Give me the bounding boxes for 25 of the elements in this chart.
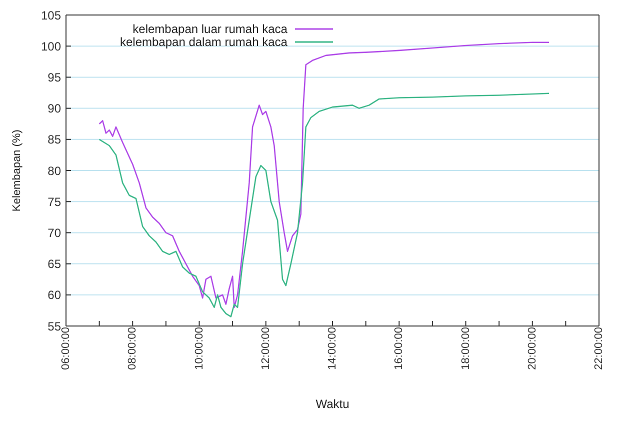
y-tick-label: 95 [48,70,62,84]
y-tick-label: 85 [48,132,62,147]
y-tick-label: 75 [48,194,62,209]
x-tick-label: 22:00:00 [593,327,605,370]
legend-label: kelembapan luar rumah kaca [132,22,288,36]
line-series [98,92,550,318]
y-tick-label: 70 [48,226,62,240]
x-tick-label: 18:00:00 [460,327,472,370]
x-tick-label: 08:00:00 [126,327,139,370]
x-tick-label: 20:00:00 [526,327,538,370]
x-tick-label: 14:00:00 [326,327,338,370]
x-tick-label: 06:00:00 [60,327,72,370]
y-tick-label: 90 [48,102,62,116]
x-axis-title: Waktu [316,397,350,411]
y-tick-label: 60 [48,288,62,302]
y-tick-label: 100 [40,39,62,54]
x-tick-label: 10:00:00 [193,327,206,370]
x-tick-label: 12:00:00 [260,327,272,370]
legend-label: kelembapan dalam rumah kaca [120,34,288,48]
y-tick-label: 105 [40,8,62,22]
y-tick-label: 65 [48,257,62,272]
y-axis-title: Kelembapan (%) [10,130,23,212]
y-tick-label: 80 [48,164,62,178]
x-tick-label: 16:00:00 [393,327,406,370]
y-tick-label: 55 [48,319,62,334]
